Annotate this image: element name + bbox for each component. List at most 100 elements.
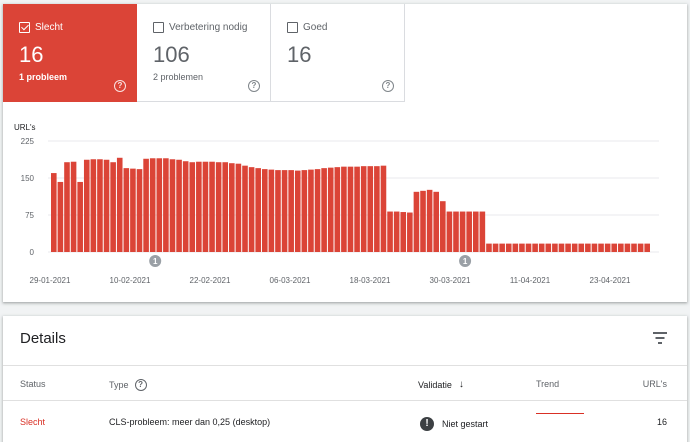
row-urls: 16 — [656, 417, 667, 427]
bar — [532, 243, 538, 252]
bar — [360, 166, 367, 252]
bar — [486, 243, 492, 252]
bar — [565, 243, 571, 252]
annotation-label: 1 — [463, 257, 468, 266]
bar — [182, 161, 189, 252]
bar — [618, 243, 624, 252]
bar — [83, 159, 90, 252]
chart-svg: URL's 0 75 150 225 29-01-2021 10-02-2021 22-02-… — [14, 123, 659, 285]
bar — [51, 173, 57, 252]
x-tick-label: 11-04-2021 — [510, 276, 551, 285]
bar — [169, 159, 176, 252]
checkbox-icon[interactable] — [153, 22, 164, 33]
bar — [479, 211, 486, 252]
bar — [420, 190, 426, 252]
tile-slecht-sub: 1 probleem — [19, 72, 68, 82]
column-header-validation[interactable]: Validatie ↓ — [418, 379, 464, 390]
tile-slecht-count: 16 — [19, 42, 44, 67]
y-axis-label: URL's — [14, 123, 36, 132]
bar — [367, 166, 374, 252]
x-tick-label: 23-04-2021 — [590, 276, 631, 285]
divider — [3, 365, 687, 366]
bar — [459, 211, 466, 252]
bar — [229, 163, 235, 252]
bar — [143, 158, 149, 252]
row-type[interactable]: CLS-probleem: meer dan 0,25 (desktop) — [109, 417, 271, 427]
bar — [505, 243, 512, 252]
tile-slecht-label: Slecht — [35, 22, 63, 33]
bar — [255, 168, 261, 252]
y-tick-label: 150 — [21, 174, 35, 183]
tile-verbetering-nodig[interactable]: Verbetering nodig 106 2 problemen ? — [137, 4, 271, 102]
bar — [70, 161, 77, 252]
checkbox-checked-icon[interactable] — [19, 22, 30, 33]
bar — [149, 158, 156, 252]
bar — [604, 243, 611, 252]
tile-slecht[interactable]: Slecht 16 1 probleem ? — [3, 4, 137, 102]
bar — [57, 181, 64, 252]
bar — [446, 211, 453, 252]
bar — [136, 169, 143, 252]
bar — [354, 166, 360, 252]
row-validation[interactable]: ! Niet gestart — [420, 417, 488, 431]
details-title: Details — [20, 330, 66, 347]
bar — [116, 157, 123, 252]
alert-icon: ! — [420, 417, 434, 431]
bar — [209, 161, 215, 252]
bar — [90, 159, 97, 252]
bar — [407, 212, 413, 252]
bar — [268, 169, 275, 252]
help-icon[interactable]: ? — [382, 80, 394, 92]
x-tick-label: 18-03-2021 — [350, 276, 391, 285]
bar — [499, 243, 505, 252]
x-tick-label: 06-03-2021 — [270, 276, 311, 285]
annotation-marker — [149, 255, 162, 267]
filter-icon[interactable] — [653, 332, 667, 344]
bar — [426, 189, 433, 252]
bar — [624, 243, 631, 252]
bar — [585, 243, 591, 252]
tile-verbetering-sub: 2 problemen — [153, 72, 204, 82]
bar — [196, 161, 202, 252]
bar — [275, 170, 281, 252]
bar — [215, 162, 222, 252]
y-tick-label: 75 — [25, 211, 34, 220]
tile-goed-count: 16 — [287, 42, 312, 67]
bar — [440, 201, 446, 252]
bar — [380, 165, 387, 252]
bar — [334, 167, 341, 252]
bar — [466, 211, 472, 252]
bar — [433, 191, 440, 252]
help-icon[interactable]: ? — [248, 80, 260, 92]
help-icon[interactable]: ? — [114, 80, 126, 92]
bar — [631, 243, 637, 252]
bar — [77, 181, 83, 252]
bar — [637, 243, 644, 252]
help-icon[interactable]: ? — [134, 379, 147, 391]
y-tick-label: 225 — [21, 137, 35, 146]
bar — [294, 170, 301, 252]
bar — [321, 168, 327, 252]
bar — [97, 159, 103, 252]
bar — [525, 243, 532, 252]
bar — [519, 243, 525, 252]
bar — [222, 162, 229, 252]
bar — [301, 170, 308, 252]
x-tick-label: 30-03-2021 — [430, 276, 471, 285]
bar — [578, 243, 585, 252]
annotation-marker — [459, 255, 472, 267]
tile-goed[interactable]: Goed 16 ? — [271, 4, 405, 102]
bar — [308, 169, 314, 252]
bar — [413, 191, 420, 252]
bar — [400, 212, 407, 252]
bar — [453, 211, 459, 252]
bar — [235, 163, 242, 252]
row-status[interactable]: Slecht — [20, 417, 46, 427]
bar — [591, 243, 598, 252]
bar — [492, 243, 499, 252]
x-tick-label: 29-01-2021 — [30, 276, 71, 285]
bar — [558, 243, 565, 252]
checkbox-icon[interactable] — [287, 22, 298, 33]
bar — [242, 165, 248, 252]
tile-goed-label: Goed — [303, 22, 328, 33]
